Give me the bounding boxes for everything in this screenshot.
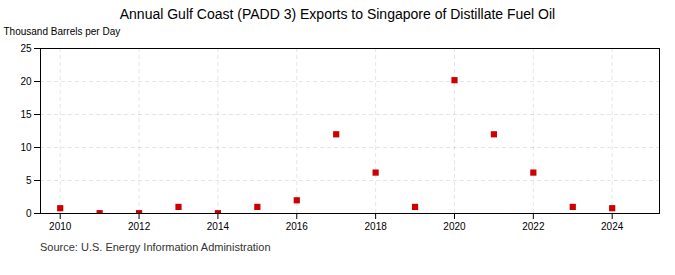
svg-text:15: 15	[20, 109, 32, 120]
svg-text:2024: 2024	[601, 221, 624, 232]
html-text:Annual Gulf Coast (PADD 3) Exp: Annual Gulf Coast (PADD 3) Exports to Si…	[119, 6, 556, 22]
svg-text:2012: 2012	[128, 221, 151, 232]
svg-text:2018: 2018	[365, 221, 388, 232]
svg-text:2022: 2022	[522, 221, 545, 232]
svg-text:20: 20	[20, 76, 32, 87]
svg-text:5: 5	[26, 175, 32, 186]
svg-text:2016: 2016	[286, 221, 309, 232]
svg-text:0: 0	[26, 208, 32, 219]
svg-text:10: 10	[20, 142, 32, 153]
svg-text:2014: 2014	[207, 221, 230, 232]
svg-text:Thousand Barrels per Day: Thousand Barrels per Day	[4, 26, 121, 37]
svg-text:25: 25	[20, 43, 32, 54]
svg-text:2020: 2020	[443, 221, 466, 232]
svg-text:2010: 2010	[49, 221, 72, 232]
html-text:Source: U.S. Energy Informatio: Source: U.S. Energy Information Administ…	[40, 241, 271, 253]
